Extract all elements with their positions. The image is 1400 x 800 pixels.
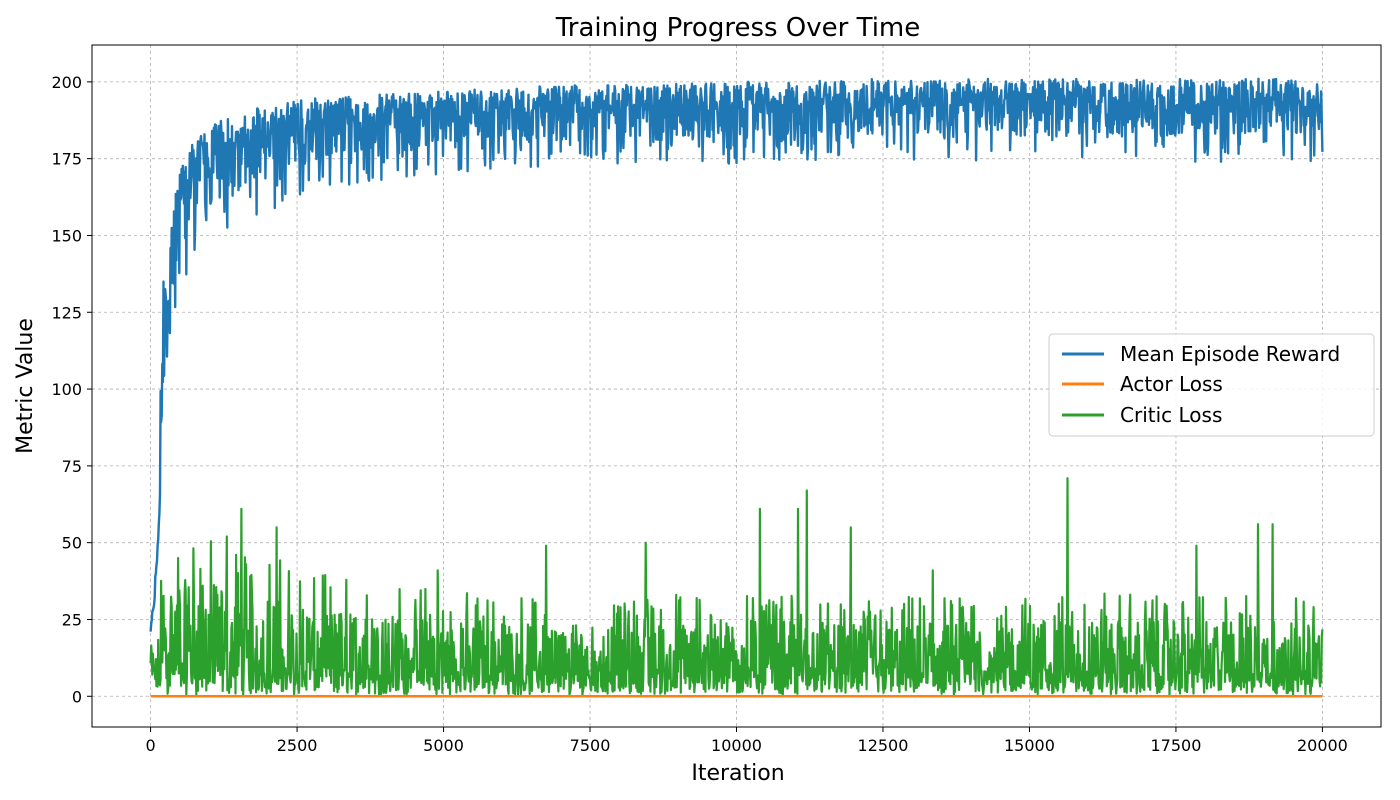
x-tick-label: 0 (145, 736, 155, 755)
y-tick-label: 200 (51, 73, 82, 92)
y-tick-label: 100 (51, 380, 82, 399)
x-tick-label: 20000 (1297, 736, 1348, 755)
x-tick-label: 2500 (277, 736, 318, 755)
series-line-mean-episode-reward (149, 77, 1324, 632)
legend-label-actor-loss: Actor Loss (1120, 372, 1223, 396)
y-tick-label: 75 (62, 457, 82, 476)
x-tick-label: 5000 (423, 736, 464, 755)
y-tick-label: 125 (51, 303, 82, 322)
y-axis-label: Metric Value (13, 318, 38, 454)
y-tick-label: 50 (62, 534, 82, 553)
legend-box (1048, 333, 1375, 437)
legend-label-critic-loss: Critic Loss (1120, 403, 1222, 427)
y-tick-label: 175 (51, 150, 82, 169)
y-tick-label: 25 (62, 610, 82, 629)
plot-area (149, 77, 1324, 698)
ticks: 0 2500 5000 7500 10000 12500 15000 17500 20000 0 2… (51, 73, 1347, 755)
chart-title: Training Progress Over Time (555, 13, 921, 43)
y-tick-label: 0 (72, 687, 82, 706)
x-tick-label: 12500 (858, 736, 909, 755)
legend: Mean Episode Reward Actor Loss Critic Lo… (1048, 333, 1375, 437)
y-tick-label: 150 (51, 226, 82, 245)
x-tick-label: 17500 (1150, 736, 1201, 755)
legend-label-reward: Mean Episode Reward (1120, 342, 1340, 366)
x-tick-label: 15000 (1004, 736, 1055, 755)
series-line-critic-loss (149, 477, 1324, 696)
x-tick-label: 7500 (570, 736, 611, 755)
x-axis-label: Iteration (691, 761, 784, 786)
x-tick-label: 10000 (711, 736, 762, 755)
